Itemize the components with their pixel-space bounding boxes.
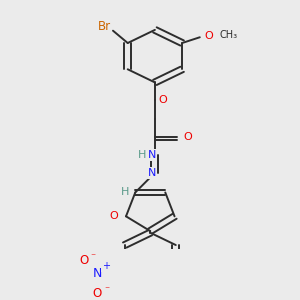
Text: O: O — [205, 31, 213, 40]
Text: O: O — [79, 254, 88, 267]
Text: N: N — [148, 168, 156, 178]
Text: H: H — [138, 150, 146, 160]
Text: +: + — [102, 261, 110, 272]
Text: Br: Br — [98, 20, 111, 33]
Text: ⁻: ⁻ — [91, 252, 96, 262]
Text: O: O — [110, 211, 118, 221]
Text: N: N — [148, 150, 156, 160]
Text: ⁻: ⁻ — [104, 285, 110, 295]
Text: O: O — [158, 95, 167, 105]
Text: N: N — [93, 267, 102, 280]
Text: O: O — [183, 132, 192, 142]
Text: CH₃: CH₃ — [219, 30, 238, 40]
Text: O: O — [93, 287, 102, 300]
Text: H: H — [121, 188, 130, 197]
